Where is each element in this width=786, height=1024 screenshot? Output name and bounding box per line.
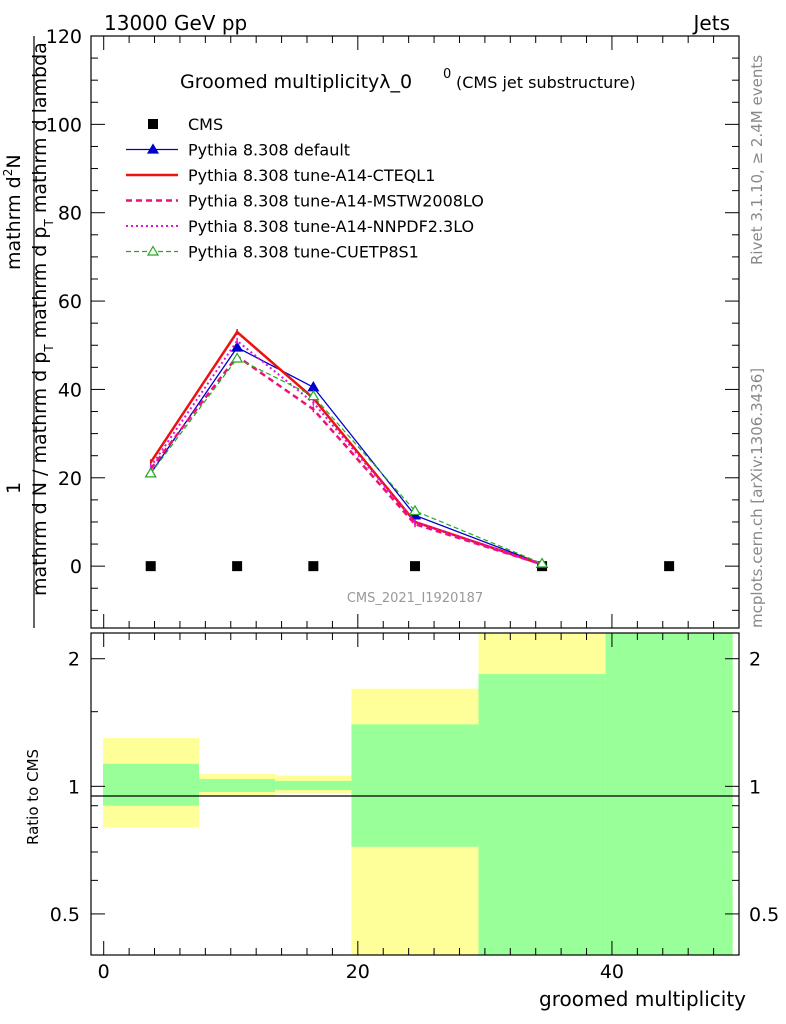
ytick-label: 120 [46,26,82,48]
ratio-bands [103,633,733,955]
xtick-label: 0 [98,961,110,983]
series-marker-5 [144,467,157,478]
ylabel-numerator: 1 [3,482,25,494]
legend: CMS Pythia 8.308 default Pythia 8.308 tune… [126,115,484,262]
series-marker-5 [536,557,549,568]
cms-data-point [664,561,675,572]
ylabel-top-line2-a: mathrm d N / mathrm d p [29,352,51,596]
legend-marker [146,143,160,154]
series-line-5 [150,357,543,565]
ylabel-top-suffix: N [3,154,25,168]
ratio-band-green [103,763,199,806]
xtick-label: 40 [600,961,624,983]
ytick-label: 80 [58,203,82,225]
cms-data-point [410,561,420,572]
main-series [144,329,675,572]
ratio-ytick-label: 2 [68,649,80,671]
series-marker-1 [231,341,244,352]
mcplots-label: mcplots.cern.ch [arXiv:1306.3436] [748,368,766,628]
ytick-label: 0 [70,556,82,578]
legend-label: CMS [188,115,223,134]
ratio-ticks: 0.5 0.51 12 20 20 40 [50,633,779,983]
ratio-ytick-label-right: 0.5 [749,904,779,926]
xtick-label: 20 [346,961,370,983]
ratio-ytick-label: 0.5 [50,904,80,926]
legend-marker [148,119,158,129]
legend-label: Pythia 8.308 default [188,141,350,160]
legend-marker [146,245,160,256]
series-marker-5 [307,389,320,401]
legend-label: Pythia 8.308 tune-A14-NNPDF2.3LO [188,217,474,236]
ytick-label: 20 [58,468,82,490]
ratio-ylabel: Ratio to CMS [24,749,42,845]
cms-data-point [308,561,319,572]
ylabel-top-line2-b: mathrm d p [29,227,51,339]
ratio-ytick-label: 1 [68,776,80,798]
rivet-label: Rivet 3.1.10, ≥ 2.4M events [748,55,766,265]
ratio-band-green [275,780,352,791]
plot-title: Groomed multiplicityλ_0 [180,71,412,93]
ratio-ytick-label-right: 2 [749,649,761,671]
xaxis-label: groomed multiplicity [539,987,746,1011]
ratio-band-green [199,779,276,792]
ytick-label: 60 [58,291,82,313]
ratio-band-green [478,674,606,955]
main-ticks: 0 20 40 60 80 100 120 [46,26,740,628]
series-marker-5 [231,352,244,363]
ylabel-top: mathrm d2N [1,154,25,270]
ylabel-sub1: T [42,344,56,353]
ratio-plot: 0.5 0.51 12 20 20 40 Ratio to CMS groomed mul… [24,632,779,1011]
ratio-plot-frame [90,632,740,956]
series-line-1 [150,346,543,565]
ylabel-top-line3: mathrm d lambda [29,42,51,213]
ylabel-sub2: T [42,219,56,228]
main-plot-frame [90,35,740,629]
ratio-band-green [605,633,733,955]
plot-title-sup: 0 [443,67,451,82]
cms-data-point [232,561,243,572]
ytick-label: 100 [46,114,82,136]
legend-label: Pythia 8.308 tune-CUETP8S1 [188,243,419,262]
series-marker-1 [307,381,320,392]
plot-subtitle: (CMS jet substructure) [456,73,636,92]
ylabel-top-prefix: mathrm d [3,176,25,270]
cms-data-point [145,561,156,572]
ytick-label: 40 [58,379,82,401]
ylabel-top-sup: 2 [1,169,15,177]
header-left-label: 13000 GeV pp [104,11,247,35]
watermark: CMS_2021_I1920187 [347,591,483,606]
ratio-band-green [351,724,479,847]
header-right-label: Jets [692,11,730,35]
series-marker-5 [408,504,422,516]
legend-label: Pythia 8.308 tune-A14-MSTW2008LO [188,192,484,211]
legend-label: Pythia 8.308 tune-A14-CTEQL1 [188,166,435,185]
main-plot: 0 20 40 60 80 100 120 CMS Pythia 8.308 default P… [46,26,740,629]
main-ylabel: 1 mathrm d2N mathrm d N / mathrm d pTmat… [1,36,56,628]
ratio-ytick-label-right: 1 [749,776,761,798]
